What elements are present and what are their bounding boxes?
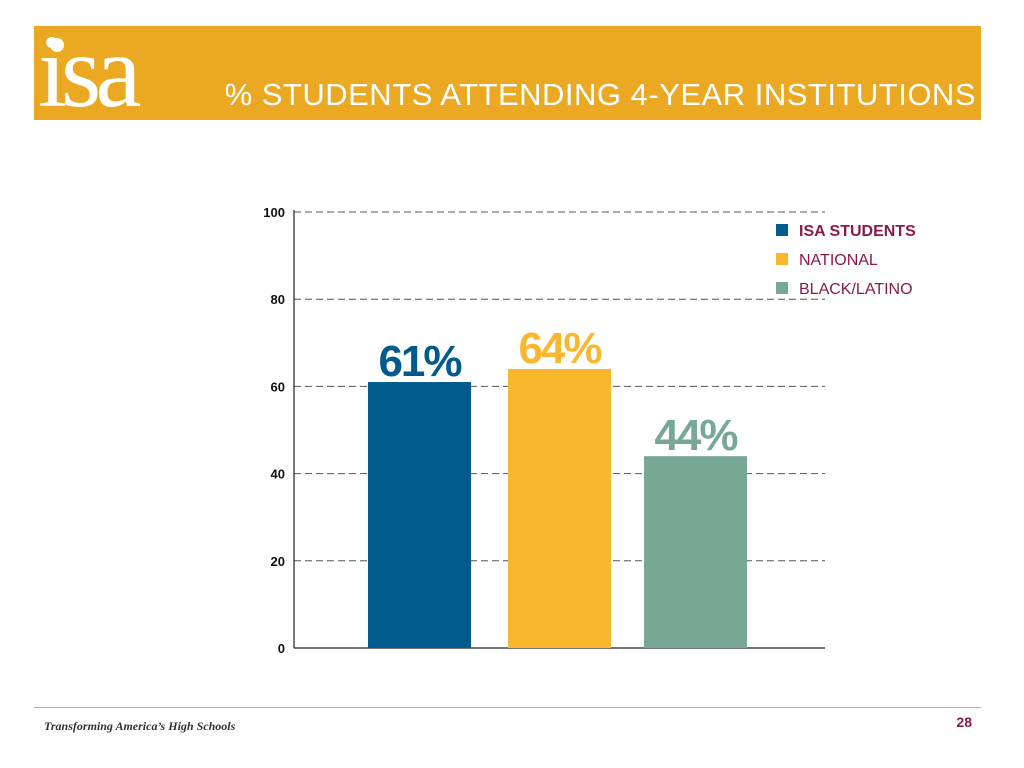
footer-divider [34, 707, 981, 708]
legend-swatch [776, 224, 788, 236]
y-tick-label: 0 [278, 641, 285, 656]
data-label: 61% [378, 337, 461, 386]
y-tick-label: 40 [271, 467, 285, 482]
legend-label: NATIONAL [799, 252, 878, 269]
header-bar [34, 26, 981, 120]
isa-logo: isa [38, 20, 142, 124]
data-label: 64% [518, 324, 601, 373]
legend-swatch [776, 282, 788, 294]
bar [644, 456, 747, 648]
data-label: 44% [654, 411, 737, 460]
bar [508, 368, 611, 648]
logo-text: isa [38, 14, 142, 129]
legend-label: ISA STUDENTS [799, 223, 916, 240]
y-tick-label: 60 [271, 379, 285, 394]
y-tick-label: 20 [271, 554, 285, 569]
page-title: % STUDENTS ATTENDING 4-YEAR INSTITUTIONS [224, 77, 976, 112]
logo-dot [50, 38, 64, 52]
page-number: 28 [956, 714, 972, 730]
legend-swatch [776, 253, 788, 265]
footer-tagline: Transforming America’s High Schools [44, 719, 236, 733]
y-tick-label: 100 [263, 205, 285, 220]
legend-label: BLACK/LATINO [799, 281, 913, 298]
bar [368, 382, 471, 648]
y-tick-label: 80 [271, 292, 285, 307]
